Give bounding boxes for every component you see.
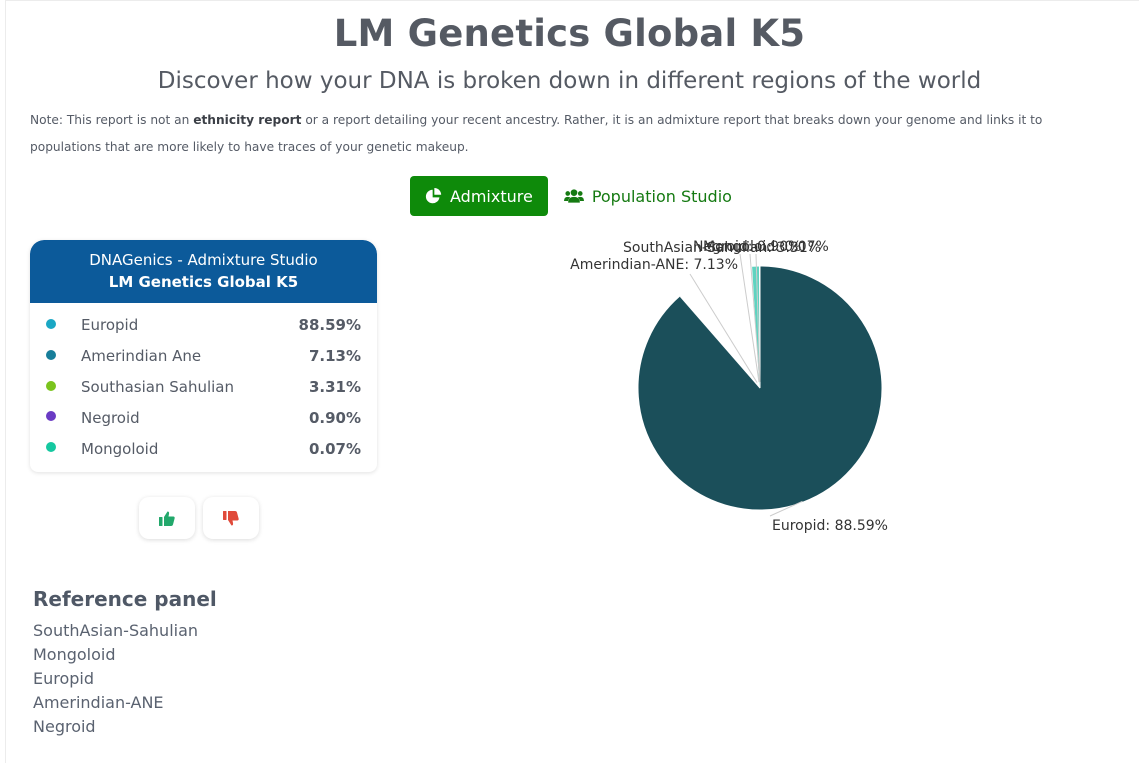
reference-item: Amerindian-ANE (33, 693, 164, 712)
population-percent: 3.31% (308, 377, 361, 396)
pie-label-connector (769, 500, 803, 517)
note-prefix: Note: This report is not an (30, 113, 194, 127)
pie-slice-label: Negroid: 0.90% (693, 239, 801, 255)
admixture-row: Mongoloid 0.07% (30, 433, 377, 464)
pie-slice-label: Amerindian-ANE: 7.13% (570, 257, 738, 273)
card-title: DNAGenics - Admixture Studio (89, 251, 318, 269)
card-header: DNAGenics - Admixture Studio LM Genetics… (30, 240, 377, 303)
series-color-dot (46, 411, 56, 422)
population-percent: 0.07% (308, 439, 361, 458)
note-bold: ethnicity report (193, 113, 302, 127)
admixture-row: Southasian Sahulian 3.31% (30, 372, 377, 403)
tab-population-studio[interactable]: Population Studio (556, 176, 747, 216)
pie-slice-label: Mongoloid: 0.07% (703, 239, 829, 255)
population-name: Negroid (81, 408, 140, 427)
pie-label-connector (749, 253, 761, 382)
page-subtitle: Discover how your DNA is broken down in … (157, 68, 982, 94)
series-color-dot (46, 319, 56, 329)
disclaimer-note: Note: This report is not an ethnicity re… (30, 107, 1115, 161)
reference-panel-title: Reference panel (33, 587, 217, 611)
tab-admixture[interactable]: Admixture (410, 176, 548, 216)
admixture-row: Negroid 0.90% (30, 402, 377, 433)
pie-chart-icon (425, 187, 442, 203)
reference-item: Negroid (33, 717, 96, 736)
users-icon (563, 189, 584, 203)
thumbs-down-button[interactable] (203, 497, 259, 539)
population-percent: 88.59% (298, 316, 361, 335)
admixture-card: DNAGenics - Admixture Studio LM Genetics… (30, 240, 377, 472)
note-suffix: or a report detailing your recent ancest… (30, 113, 1043, 154)
reference-item: SouthAsian-Sahulian (33, 621, 199, 640)
admixture-row: Amerindian Ane 7.13% (30, 341, 377, 372)
page-title: LM Genetics Global K5 (333, 12, 806, 55)
population-percent: 7.13% (308, 347, 361, 366)
pie-label-connector (689, 273, 758, 383)
thumbs-down-icon (223, 510, 239, 525)
pie-slice-label: Europid: 88.59% (772, 518, 888, 534)
pie-label-connector (755, 253, 761, 382)
population-percent: 0.90% (308, 408, 361, 427)
tab-population-studio-label: Population Studio (591, 186, 732, 206)
reference-item: Mongoloid (33, 645, 116, 664)
pie-label-connector (739, 253, 760, 383)
pie-slice-label: SouthAsian-Sahulian: 3.31% (623, 240, 821, 256)
pie-slice (758, 266, 761, 389)
admixture-row: Europid 88.59% (30, 310, 377, 341)
tab-admixture-label: Admixture (450, 186, 533, 206)
population-name: Amerindian Ane (81, 347, 202, 366)
admixture-list: Europid 88.59% Amerindian Ane 7.13% Southasi… (30, 303, 377, 464)
admixture-pie-chart: Europid: 88.59% Amerindian-ANE: 7.13%Sout… (570, 239, 888, 534)
series-color-dot (46, 442, 56, 453)
reference-panel-list: SouthAsian-Sahulian Mongoloid Europid Ameri… (33, 619, 198, 739)
population-name: Mongoloid (81, 439, 159, 458)
page-frame (5, 0, 1139, 763)
population-name: Europid (81, 316, 139, 335)
series-color-dot (46, 349, 56, 360)
card-subtitle: LM Genetics Global K5 (108, 273, 299, 291)
series-color-dot (46, 380, 56, 391)
view-tabs: Admixture Population Studio (410, 176, 747, 216)
thumbs-up-button[interactable] (139, 497, 195, 539)
population-name: Southasian Sahulian (81, 377, 234, 396)
thumbs-up-icon (159, 511, 175, 526)
reference-item: Europid (33, 669, 95, 688)
